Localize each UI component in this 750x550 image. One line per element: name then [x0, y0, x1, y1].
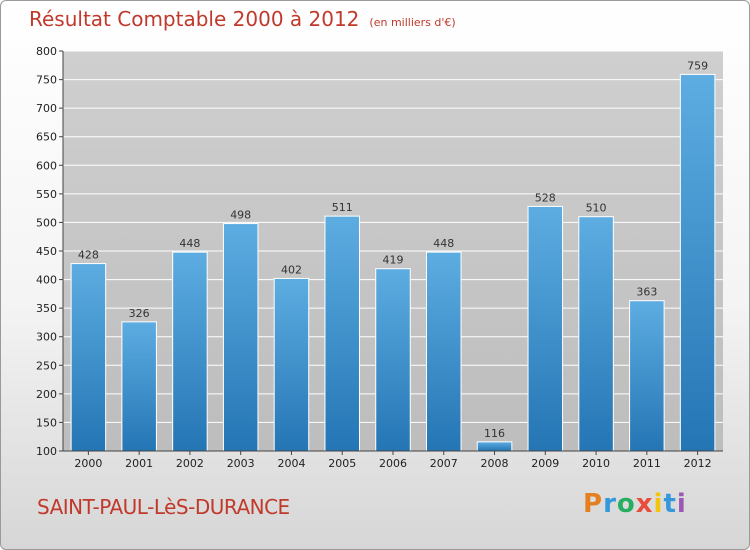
data-label-2002: 448: [179, 237, 200, 250]
x-tick-label-2012: 2012: [684, 457, 712, 470]
logo-letter: r: [603, 489, 617, 519]
logo-letter: t: [663, 489, 677, 519]
x-tick-label-2009: 2009: [531, 457, 559, 470]
y-tick-label: 400: [36, 274, 57, 287]
logo-letter: i: [676, 489, 687, 519]
x-tick-label-2002: 2002: [176, 457, 204, 470]
data-label-2008: 116: [484, 427, 505, 440]
y-tick-label: 600: [36, 159, 57, 172]
y-tick-label: 750: [36, 74, 57, 87]
bar-2003: [222, 223, 259, 452]
data-label-2009: 528: [535, 191, 556, 204]
data-label-2007: 448: [433, 237, 454, 250]
y-tick-label: 350: [36, 302, 57, 315]
proxiti-logo: Proxiti: [583, 489, 687, 519]
x-tick-label-2003: 2003: [227, 457, 255, 470]
y-tick-label: 100: [36, 445, 57, 458]
bars: 428 326 448 498 402 511 419 448 116 528 510 363 759: [70, 59, 716, 452]
bar-2006: [375, 268, 411, 452]
bar-2002: [172, 251, 208, 452]
data-label-2001: 326: [129, 307, 150, 320]
y-tick-label: 150: [36, 416, 57, 429]
logo-letter: P: [583, 489, 604, 519]
x-axis: 2000 2001 2002 2003 2004 2005 2006 2007 2008 2009…: [63, 450, 723, 470]
bar-2005: [324, 215, 360, 452]
y-tick-label: 550: [36, 188, 57, 201]
data-label-2005: 511: [332, 201, 353, 214]
x-tick-label-2006: 2006: [379, 457, 407, 470]
place-name: SAINT-PAUL-LèS-DURANCE: [37, 495, 290, 519]
chart-subtitle: (en milliers d'€): [369, 16, 456, 29]
y-tick-label: 200: [36, 388, 57, 401]
data-label-2010: 510: [586, 202, 607, 215]
data-label-2000: 428: [78, 249, 99, 262]
bar-2001: [121, 321, 157, 452]
data-label-2004: 402: [281, 263, 302, 276]
x-tick-label-2007: 2007: [430, 457, 458, 470]
data-label-2006: 419: [383, 254, 404, 267]
x-tick-label-2004: 2004: [277, 457, 305, 470]
y-tick-label: 800: [36, 45, 57, 58]
x-tick-label-2010: 2010: [582, 457, 610, 470]
chart-title-text: Résultat Comptable 2000 à 2012: [29, 7, 360, 31]
x-tick-label-2011: 2011: [633, 457, 661, 470]
x-tick-label-2005: 2005: [328, 457, 356, 470]
y-tick-label: 700: [36, 102, 57, 115]
bar-2008: [476, 441, 513, 452]
data-label-2003: 498: [230, 209, 251, 222]
x-tick-label-2008: 2008: [481, 457, 509, 470]
x-tick-label-2000: 2000: [74, 457, 102, 470]
logo-letter: x: [635, 489, 654, 519]
y-tick-label: 650: [36, 131, 57, 144]
bar-2012: [679, 73, 716, 452]
data-label-2011: 363: [636, 286, 657, 299]
bar-2004: [273, 277, 310, 452]
chart-title: Résultat Comptable 2000 à 2012 (en millie…: [29, 7, 456, 31]
y-tick-label: 500: [36, 216, 57, 229]
y-axis: 100 150 200 250 300 350 400 450 500 550 600 650 700 7…: [36, 45, 64, 458]
bar-2011: [629, 300, 665, 452]
bar-2007: [426, 251, 462, 452]
y-tick-label: 250: [36, 359, 57, 372]
y-tick-label: 300: [36, 331, 57, 344]
logo-letter: i: [653, 489, 664, 519]
bar-2010: [578, 216, 614, 452]
data-label-2012: 759: [687, 59, 708, 72]
x-tick-label-2001: 2001: [125, 457, 153, 470]
bar-2000: [70, 263, 107, 452]
bar-2009: [527, 205, 564, 452]
logo-letter: o: [616, 489, 636, 519]
y-tick-label: 450: [36, 245, 57, 258]
